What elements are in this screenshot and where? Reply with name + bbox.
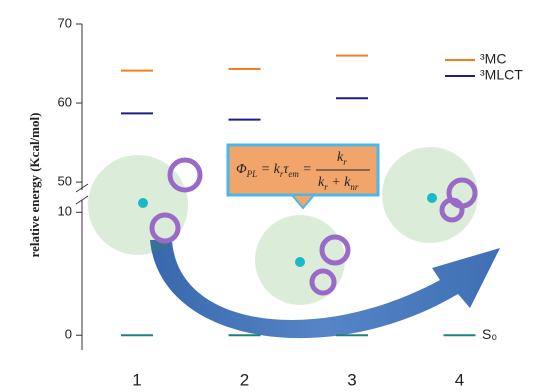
legend-label: S₀ bbox=[482, 326, 497, 342]
x-tick-label: 3 bbox=[347, 370, 356, 389]
formula-part: = bbox=[299, 162, 312, 177]
formula-part: r bbox=[343, 157, 347, 167]
x-tick-label: 4 bbox=[455, 370, 464, 389]
y-tick-label: 60 bbox=[58, 94, 72, 109]
y-tick-label: 50 bbox=[58, 174, 72, 189]
molecule-3 bbox=[382, 147, 478, 243]
y-tick-label: 70 bbox=[58, 15, 72, 30]
y-tick-label: 0 bbox=[65, 327, 72, 342]
x-tick-label: 2 bbox=[240, 370, 249, 389]
chart: relative energy (Kcal/mol) ΦPL = krτem =… bbox=[0, 0, 537, 392]
x-tick-label: 1 bbox=[132, 370, 141, 389]
molecule-2 bbox=[255, 215, 348, 305]
formula-part: nr bbox=[350, 182, 359, 192]
formula-part: + k bbox=[328, 175, 351, 190]
legend-label: ³MC bbox=[480, 51, 506, 67]
formula-part: = k bbox=[257, 162, 280, 177]
molecule-1 bbox=[88, 155, 200, 255]
y-axis-label: relative energy (Kcal/mol) bbox=[27, 113, 42, 258]
legend-label: ³MLCT bbox=[480, 67, 523, 83]
formula-part: Φ bbox=[236, 162, 247, 177]
formula-part: em bbox=[288, 169, 299, 179]
y-tick-label: 10 bbox=[58, 204, 72, 219]
formula-part: PL bbox=[246, 169, 258, 179]
